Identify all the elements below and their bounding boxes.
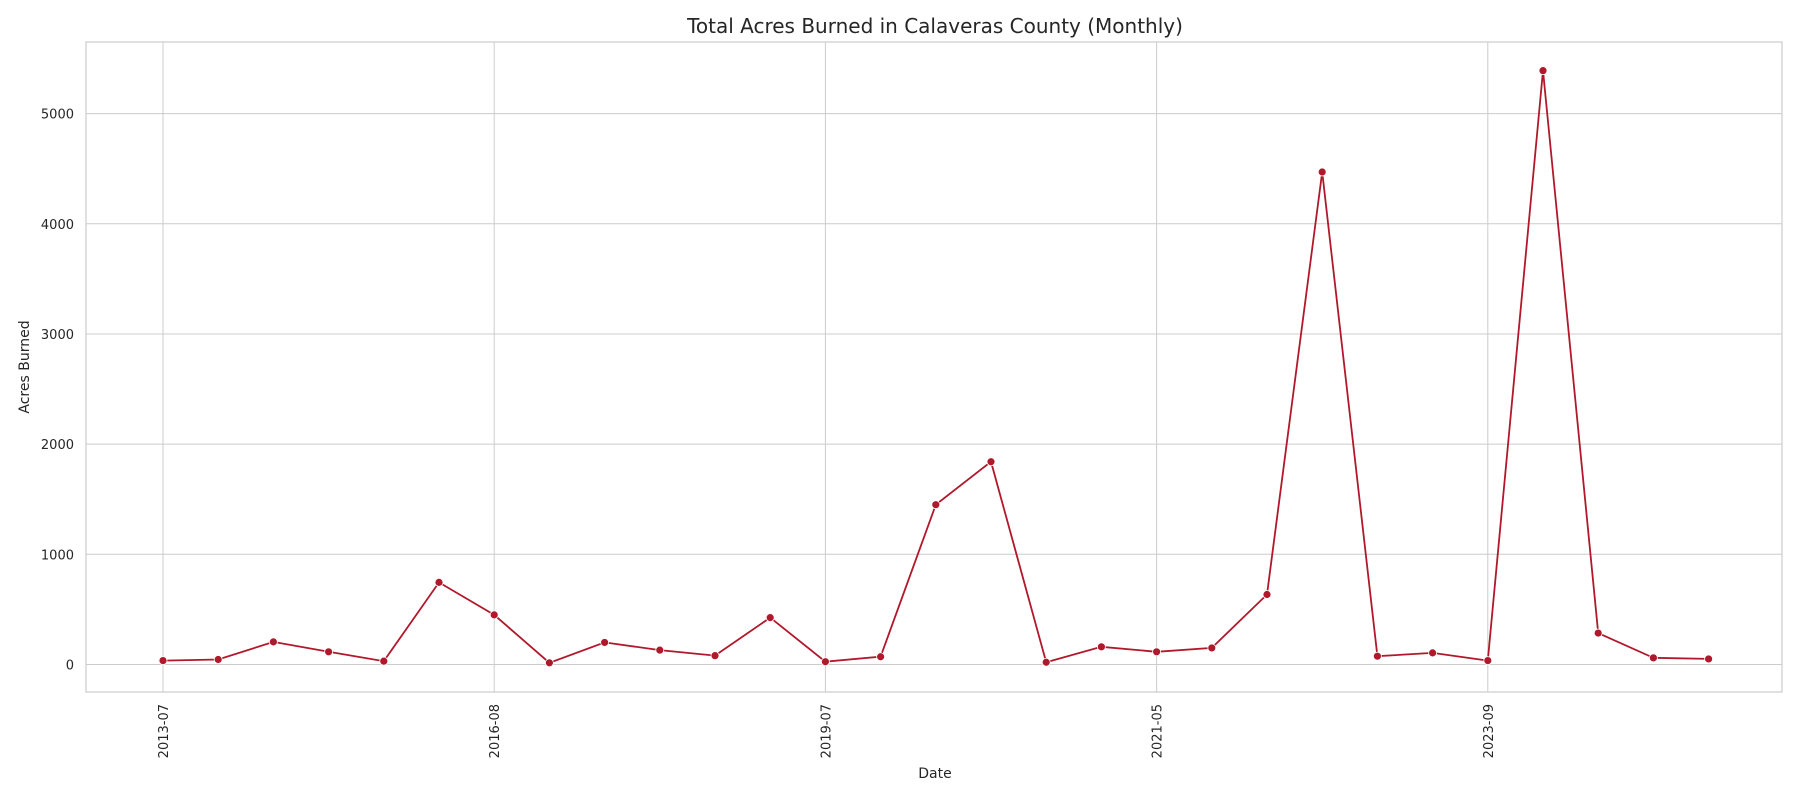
x-tick-label: 2021-05 (1151, 704, 1166, 758)
data-point (1483, 656, 1493, 666)
data-point (821, 657, 830, 667)
data-point (545, 658, 554, 668)
y-axis: 0 1000 2000 3000 4000 5000 (41, 108, 74, 674)
x-axis: 2013-07 2016-08 2019-07 2021-05 2023-09 (157, 704, 1497, 758)
data-point (931, 500, 941, 510)
data-point (1262, 590, 1272, 599)
data-point (710, 651, 720, 661)
y-tick-label: 3000 (41, 328, 74, 343)
data-point (489, 610, 499, 620)
data-point (986, 457, 996, 467)
x-tick-label: 2023-09 (1482, 704, 1497, 758)
data-point (1704, 654, 1713, 664)
y-tick-label: 0 (66, 658, 74, 673)
data-point (765, 613, 775, 623)
gridlines (86, 42, 1782, 692)
chart-title: Total Acres Burned in Calaveras County (… (686, 14, 1183, 38)
data-point (1428, 648, 1437, 658)
data-point (158, 656, 168, 666)
data-point (655, 645, 665, 655)
x-tick-label: 2016-08 (488, 704, 503, 758)
data-point (600, 638, 609, 647)
y-axis-label: Acres Burned (17, 320, 33, 413)
data-point (1317, 167, 1327, 177)
data-point (1538, 66, 1548, 76)
y-tick-label: 5000 (41, 108, 74, 123)
y-tick-label: 1000 (41, 548, 74, 563)
data-point (1649, 653, 1658, 663)
plot-frame (85, 41, 1783, 693)
y-tick-label: 2000 (41, 438, 74, 453)
data-point (1593, 628, 1603, 638)
data-point (268, 637, 278, 647)
data-point (1097, 642, 1106, 652)
data-point (324, 647, 334, 657)
data-point (1152, 647, 1161, 657)
x-axis-label: Date (918, 766, 951, 782)
data-point (434, 577, 444, 587)
x-tick-label: 2019-07 (819, 704, 834, 758)
y-tick-label: 4000 (41, 218, 74, 233)
data-point (379, 656, 389, 666)
x-tick-label: 2013-07 (157, 704, 172, 758)
data-point (213, 655, 223, 664)
data-point (876, 652, 885, 662)
data-point (1041, 657, 1051, 667)
series-acres-burned (158, 66, 1713, 668)
series-line (162, 70, 1709, 664)
data-point (1373, 651, 1382, 661)
data-point (1207, 643, 1217, 653)
